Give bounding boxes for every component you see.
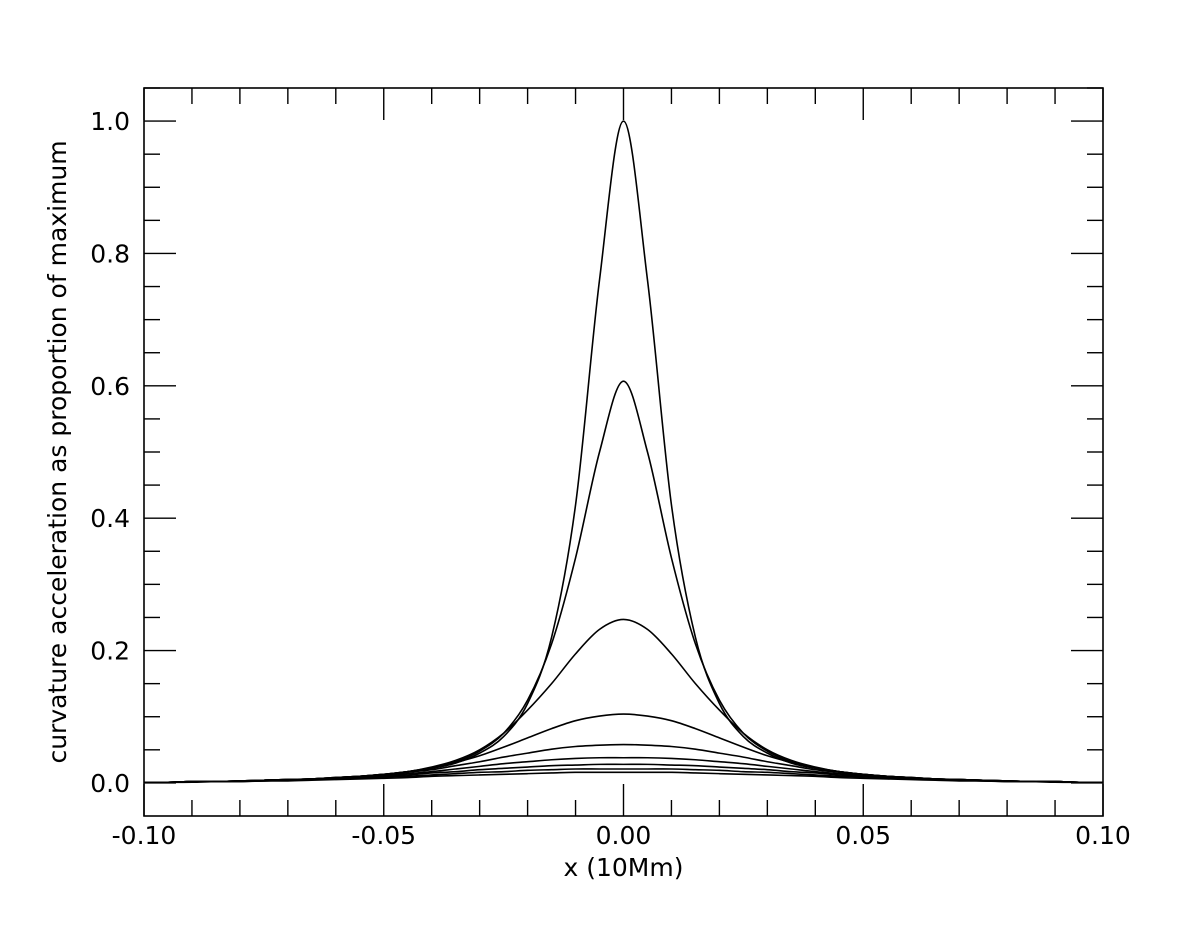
- y-tick-label: 0.4: [90, 504, 130, 533]
- x-tick-label: 0.10: [1075, 821, 1131, 850]
- series-line-9: [144, 771, 1103, 784]
- x-tick-label: 0.05: [835, 821, 891, 850]
- series-layer: [143, 120, 1104, 784]
- y-tick-label: 0.6: [90, 372, 130, 401]
- y-axis-label: curvature acceleration as proportion of …: [43, 140, 72, 763]
- tick-labels: -0.10 -0.05 0.00 0.05 0.10 0.0 0.2 0.4 0.6 0.8 1.0: [90, 107, 1131, 850]
- x-axis-label: x (10Mm): [564, 853, 684, 882]
- x-tick-label: -0.05: [351, 821, 416, 850]
- y-tick-label: 0.2: [90, 637, 130, 666]
- plot-frame: [143, 87, 1104, 817]
- x-tick-label: 0.00: [596, 821, 652, 850]
- y-tick-label: 0.0: [90, 769, 130, 798]
- x-tick-label: -0.10: [112, 821, 177, 850]
- y-tick-label: 0.8: [90, 239, 130, 268]
- y-tick-label: 1.0: [90, 107, 130, 136]
